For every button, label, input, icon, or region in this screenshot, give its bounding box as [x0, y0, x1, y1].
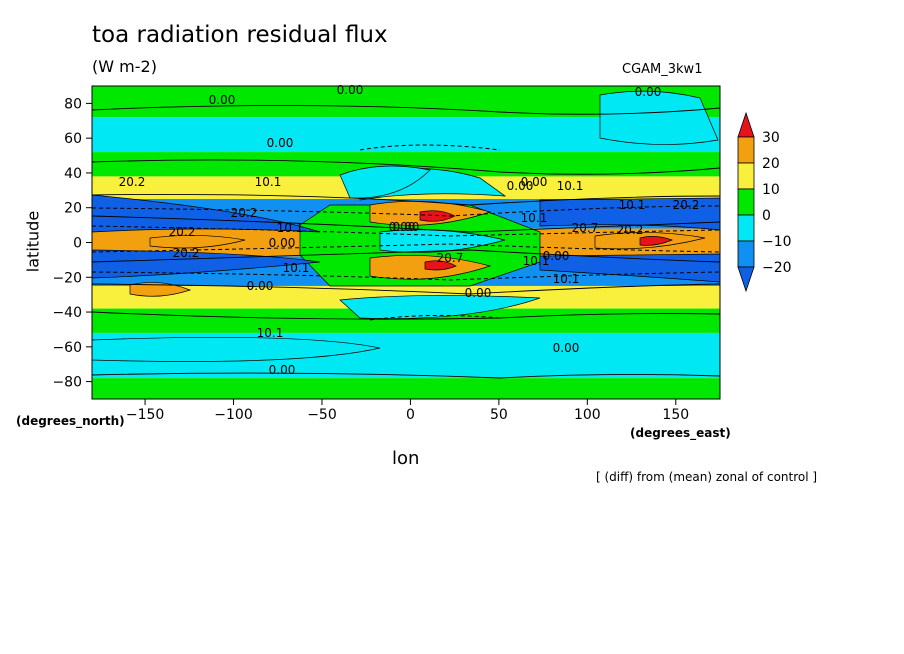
contour-label: 0.00	[269, 363, 296, 377]
y-tick-label: 40	[64, 166, 82, 182]
y-tick-label: −40	[52, 305, 82, 321]
y-tick-label: 80	[64, 96, 82, 112]
contour-label: 0.00	[543, 249, 570, 263]
cyan-south-central	[339, 295, 541, 319]
colorbar-label: 30	[762, 130, 780, 146]
contour-label: 20.2	[119, 175, 146, 189]
x-units-label: (degrees_east)	[630, 426, 731, 440]
negative-contour-1	[92, 225, 720, 237]
contour-label: 0.00	[267, 136, 294, 150]
negative-contour-0	[92, 205, 720, 217]
orange-patch-sw	[129, 282, 192, 297]
x-tick-label: 100	[574, 407, 601, 423]
colorbar-top-arrow	[737, 111, 755, 138]
negative-contour-4	[359, 144, 501, 151]
x-tick-label: 0	[406, 407, 415, 423]
cyan-northeast	[599, 90, 719, 145]
contour-label: 0.00	[269, 236, 296, 250]
y-tick-label: −60	[52, 340, 82, 356]
chart-title: toa radiation residual flux	[92, 22, 388, 48]
diff-note: [ (diff) from (mean) zonal of control ]	[596, 470, 818, 484]
contour-label: 20.2	[673, 198, 700, 212]
contour-label: 10.1	[521, 211, 548, 225]
contour-line-4	[92, 249, 720, 263]
negative-contour-2	[92, 243, 720, 253]
contour-line-3	[92, 215, 720, 233]
contour-label: 0.00	[393, 220, 420, 234]
cyan-south-band	[92, 336, 381, 362]
contour-line-7	[92, 372, 720, 379]
y-tick-label: 0	[73, 236, 82, 252]
y-tick-label: −20	[52, 270, 82, 286]
contour-line-1	[92, 159, 720, 175]
anomaly-patches	[92, 90, 720, 379]
contour-label: 10.1	[277, 221, 304, 235]
colorbar-segment	[737, 162, 755, 190]
colorbar-segment	[737, 240, 755, 268]
run-label: CGAM_3kw1	[622, 62, 703, 77]
contour-label: 20.2	[617, 223, 644, 237]
contour-label: 20.2	[169, 225, 196, 239]
contour-label: 0.00	[247, 279, 274, 293]
contour-line-0	[92, 105, 720, 115]
y-units-label: (degrees_north)	[16, 414, 125, 428]
colorbar-segment	[737, 136, 755, 164]
contour-line-6	[92, 311, 720, 320]
cyan-central-north	[339, 165, 431, 199]
colorbar-label: 10	[762, 182, 780, 198]
colorbar-label: −10	[762, 234, 792, 250]
contour-label: 10.1	[557, 179, 584, 193]
contour-label: 0.00	[337, 83, 364, 97]
zonal-band-10	[92, 378, 720, 399]
colorbar-label: −20	[762, 260, 792, 276]
negative-contour-3	[92, 271, 720, 281]
colorbar-label: 20	[762, 156, 780, 172]
y-tick-label: 60	[64, 131, 82, 147]
contour-line-5	[92, 283, 720, 295]
contour-label: 0.00	[465, 286, 492, 300]
deep-blue-southeast	[539, 253, 720, 283]
y-tick-label: −80	[52, 375, 82, 391]
contour-label: 10.1	[255, 175, 282, 189]
colorbar-label: 0	[762, 208, 771, 224]
x-tick-label: −100	[214, 407, 252, 423]
orange-west	[149, 235, 246, 249]
x-axis-label: lon	[392, 448, 420, 469]
x-tick-label: 50	[490, 407, 508, 423]
contour-line-2	[92, 193, 720, 206]
x-tick-label: −50	[307, 407, 337, 423]
contour-label: 0.00	[521, 175, 548, 189]
contour-label: 10.1	[553, 272, 580, 286]
contour-label: 0.00	[209, 93, 236, 107]
x-tick-label: 150	[662, 407, 689, 423]
contour-label: 10.1	[619, 198, 646, 212]
contour-label: 20.2	[231, 206, 258, 220]
red-east	[639, 236, 673, 246]
negative-contour-5	[369, 314, 501, 321]
contour-label: 20.2	[173, 246, 200, 260]
contour-label: 20.7	[437, 251, 464, 265]
x-tick-label: −150	[126, 407, 164, 423]
contour-label: 10.1	[257, 326, 284, 340]
colorbar-segment	[737, 214, 755, 242]
contour-label: 10.1	[283, 261, 310, 275]
chart-units: (W m-2)	[92, 57, 157, 76]
contour-label: 0.00	[389, 220, 416, 234]
colorbar-bottom-arrow	[737, 266, 755, 293]
contour-label: 20.7	[572, 221, 599, 235]
contour-label: 0.00	[507, 179, 534, 193]
contour-label: 10.1	[523, 254, 550, 268]
y-tick-label: 20	[64, 201, 82, 217]
colorbar-segment	[737, 188, 755, 216]
red-south	[424, 260, 457, 271]
contour-label: 0.00	[635, 85, 662, 99]
contour-label: 0.00	[553, 341, 580, 355]
